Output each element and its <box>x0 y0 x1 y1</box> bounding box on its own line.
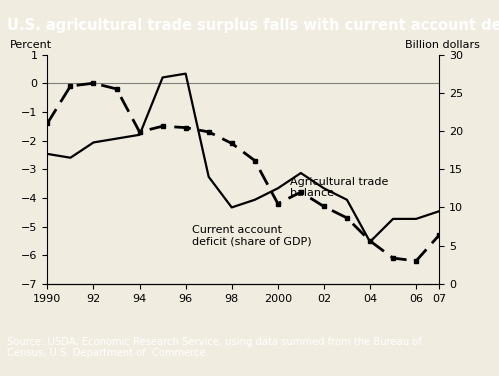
Text: Agricultural trade
balance: Agricultural trade balance <box>290 177 389 199</box>
Text: Billion dollars: Billion dollars <box>405 40 480 50</box>
Text: Current account
deficit (share of GDP): Current account deficit (share of GDP) <box>192 225 312 247</box>
Text: U.S. agricultural trade surplus falls with current account deficit: U.S. agricultural trade surplus falls wi… <box>7 18 499 33</box>
Text: Percent: Percent <box>10 40 52 50</box>
Text: Source: USDA, Economic Research Service, using data summed from the Bureau of
Ce: Source: USDA, Economic Research Service,… <box>7 337 422 358</box>
